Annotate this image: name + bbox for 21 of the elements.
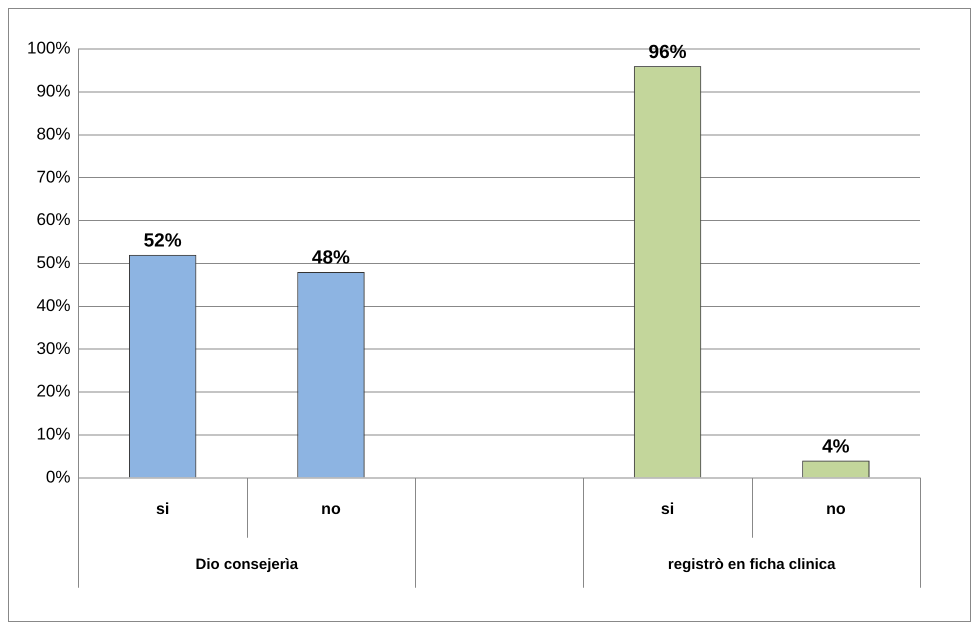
y-tick-label: 80%: [36, 124, 70, 144]
y-tick-label: 90%: [36, 82, 70, 101]
y-tick-label: 70%: [36, 167, 70, 186]
data-label: 48%: [312, 248, 350, 269]
text: Dio consejerìa: [196, 556, 299, 573]
y-tick-label: 100%: [26, 38, 70, 58]
data-label: 96%: [648, 42, 687, 63]
y-tick-label: 20%: [36, 382, 70, 401]
x-tick-label: si: [660, 500, 674, 518]
data-label: 52%: [144, 230, 182, 252]
x-tick-label: no: [321, 500, 341, 518]
text: registrò en ficha clinica: [668, 556, 836, 573]
y-tick-label: 10%: [36, 424, 70, 444]
data-label: 4%: [822, 436, 850, 458]
y-tick-label: 0%: [46, 467, 70, 486]
y-tick-label: 40%: [36, 296, 70, 315]
y-tick-label: 50%: [36, 253, 70, 272]
y-tick-label: 30%: [36, 338, 70, 358]
y-tick-label: 60%: [36, 210, 70, 230]
x-tick-label: si: [156, 500, 170, 518]
x-tick-label: no: [826, 500, 846, 518]
